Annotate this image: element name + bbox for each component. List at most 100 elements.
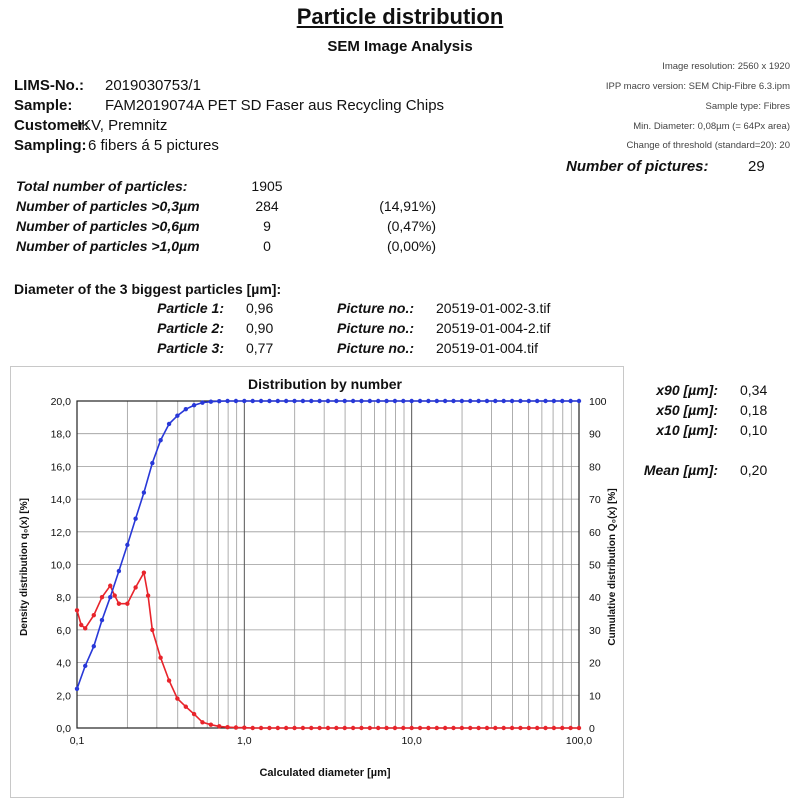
y-right-tick-label: 100 (589, 396, 607, 408)
cumulative-series-point (518, 398, 523, 404)
density-series-point (442, 725, 448, 731)
density-series-point (242, 725, 247, 730)
particle-3-value: 0,77 (246, 340, 274, 356)
y-right-tick-label: 40 (589, 592, 601, 604)
density-series-point (518, 725, 523, 731)
density-series-point (208, 722, 214, 727)
sample-label: Sample: (14, 97, 73, 114)
particles-gt10-percent: (0,00%) (386, 238, 436, 254)
x-axis-label: Calculated diameter [µm] (259, 767, 390, 779)
particles-gt10-label: Number of particles >1,0µm (16, 238, 200, 254)
y-right-tick-label: 10 (589, 690, 601, 702)
cumulative-series-point (258, 398, 264, 404)
sampling-label: Sampling: (14, 137, 87, 154)
density-series-point (417, 725, 423, 731)
pictures-label: Number of pictures: (566, 158, 709, 175)
density-series-point (484, 725, 490, 731)
cumulative-series-point (451, 398, 456, 404)
meta-min-diameter: Min. Diameter: 0,08µm (= 64Px area) (633, 121, 790, 132)
page-subtitle: SEM Image Analysis (327, 38, 473, 55)
cumulative-series-point (166, 421, 172, 427)
cumulative-series-point (242, 398, 247, 404)
cumulative-series-point (409, 398, 414, 404)
density-series-point (125, 601, 130, 606)
sampling-value: 6 fibers á 5 pictures (88, 137, 219, 154)
cumulative-series-point (74, 686, 80, 691)
density-series-point (392, 725, 398, 731)
y-left-tick-label: 12,0 (51, 527, 72, 539)
density-series-point (79, 622, 84, 628)
particle-1-picture: 20519-01-002-3.tif (436, 300, 551, 316)
y-right-tick-label: 90 (589, 429, 601, 441)
y-left-tick-label: 4,0 (56, 658, 71, 670)
cumulative-series-point (568, 398, 573, 404)
chart-title: Distribution by number (248, 376, 403, 392)
density-series-point (451, 725, 456, 731)
meta-sample-type: Sample type: Fibres (705, 101, 790, 112)
cumulative-series-point (300, 398, 306, 404)
y-right-tick-label: 20 (589, 658, 601, 670)
cumulative-series-point (108, 595, 113, 600)
y-right-tick-label: 70 (589, 494, 601, 506)
particle-2-picture: 20519-01-004-2.tif (436, 320, 551, 336)
density-series-point (509, 725, 515, 731)
customer-label: Customer: (14, 117, 90, 134)
cumulative-series-point (317, 398, 322, 404)
y-left-tick-label: 20,0 (51, 396, 72, 408)
density-series-point (551, 725, 557, 731)
cumulative-series-point (150, 460, 155, 466)
cumulative-series-point (434, 398, 439, 404)
cumulative-series-point (509, 398, 515, 404)
particle-3-picture-label: Picture no.: (337, 340, 415, 356)
y-left-tick-label: 8,0 (56, 592, 71, 604)
y-axis-left-label: Density distribution q₀(x) [%] (19, 498, 30, 636)
cumulative-series-point (125, 542, 130, 548)
y-left-tick-label: 0,0 (56, 723, 71, 735)
y-left-tick-label: 18,0 (51, 429, 72, 441)
density-series-point (359, 725, 364, 731)
particle-2-picture-label: Picture no.: (337, 320, 415, 336)
cumulative-series-point (401, 398, 406, 404)
density-series-point (434, 725, 439, 731)
cumulative-series-point (426, 398, 431, 404)
cumulative-series-point (208, 399, 214, 404)
particles-gt06-label: Number of particles >0,6µm (16, 218, 200, 234)
density-series-point (526, 725, 532, 731)
particles-gt06-value: 9 (263, 218, 271, 234)
cumulative-series-point (493, 398, 498, 404)
density-series-point (83, 626, 88, 631)
cumulative-series-point (534, 398, 540, 404)
density-series-point (141, 570, 147, 575)
density-series-point (217, 724, 222, 729)
y-left-tick-label: 2,0 (56, 690, 71, 702)
density-series-point (145, 593, 151, 598)
cumulative-series-point (543, 398, 548, 404)
cumulative-series-point (376, 398, 381, 404)
page-title-text: Particle distribution (296, 4, 504, 29)
meta-macro: IPP macro version: SEM Chip-Fibre 6.3.ip… (605, 81, 790, 92)
x-tick-label: 1,0 (237, 735, 252, 747)
cumulative-series-point (141, 490, 147, 495)
cumulative-series-point (99, 617, 105, 623)
density-series-point (233, 725, 239, 730)
distribution-chart: Distribution by number Calculated diamet… (10, 366, 624, 798)
cumulative-series-point (250, 398, 255, 404)
density-series-point (99, 595, 105, 600)
cumulative-series-point (342, 398, 347, 404)
cumulative-series-point (442, 398, 448, 404)
density-series-point (459, 725, 465, 731)
density-series-point (108, 583, 113, 588)
density-series-point (534, 725, 540, 731)
x90-value: 0,34 (740, 382, 768, 398)
customer-value: IKV, Premnitz (77, 117, 168, 134)
density-series-point (334, 725, 339, 731)
density-series-point (158, 655, 163, 660)
density-series-line (76, 570, 579, 729)
cumulative-series-point (417, 398, 423, 404)
cumulative-series-point (359, 398, 364, 404)
density-series-point (342, 725, 347, 731)
cumulative-series-point (91, 644, 96, 649)
cumulative-series-point (392, 398, 398, 404)
y-right-tick-label: 50 (589, 560, 601, 572)
x10-label: x10 [µm]: (656, 422, 718, 438)
